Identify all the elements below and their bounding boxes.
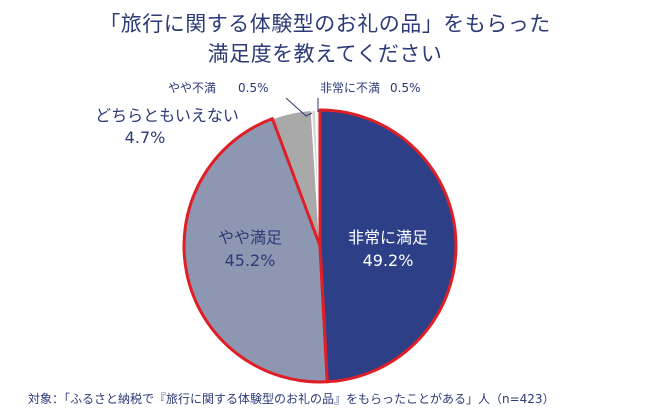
slice-label-3: やや不満 [168, 81, 216, 95]
chart-title-line-1: 「旅行に関する体験型のお礼の品」をもらった [99, 12, 551, 36]
slice-value-2: 4.7% [125, 128, 166, 147]
slice-value-1: 45.2% [225, 251, 276, 270]
footnote: 対象：「ふるさと納税で『旅行に関する体験型のお礼の品』をもらったことがある」人（… [28, 392, 555, 406]
slice-value-3: 0.5% [238, 81, 269, 95]
slice-value-4: 0.5% [390, 81, 421, 95]
slice-label-4: 非常に不満 [320, 81, 380, 95]
chart-title-line-2: 満足度を教えてください [207, 42, 443, 66]
slice-label-2: どちらともいえない [95, 106, 239, 125]
pie-slice-highlight-1 [182, 117, 329, 384]
slice-label-1: やや満足 [218, 228, 282, 247]
slice-label-0: 非常に満足 [348, 228, 428, 247]
pie-slice-highlight-0 [318, 108, 458, 384]
slice-value-0: 49.2% [363, 251, 414, 270]
leader-line-3 [285, 97, 313, 117]
